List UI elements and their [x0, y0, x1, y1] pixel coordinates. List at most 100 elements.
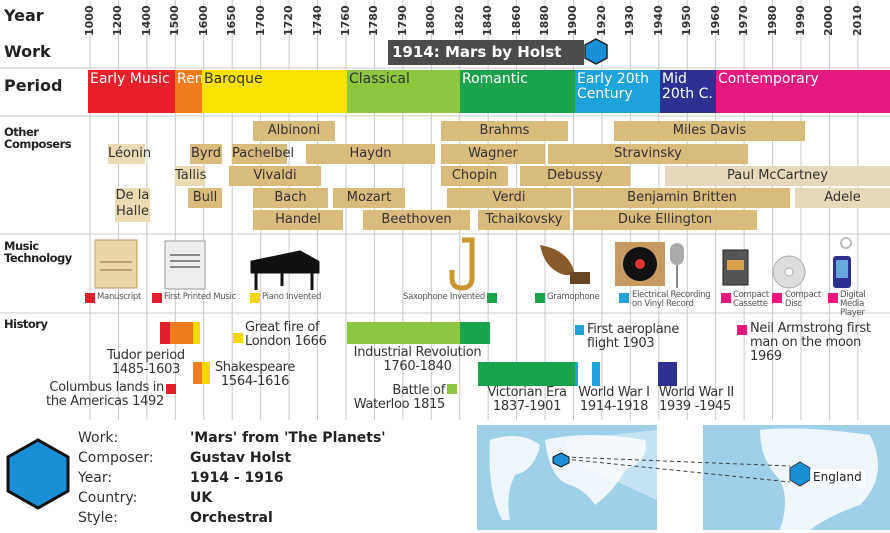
year-label: 1650	[225, 5, 239, 36]
composer: Byrd	[190, 144, 222, 164]
map-label: England	[813, 470, 862, 484]
history-event: Great fire of London 1666	[245, 320, 327, 349]
composer: Duke Ellington	[573, 210, 757, 230]
year-label: 1800	[424, 5, 438, 36]
period: Romantic	[460, 70, 575, 113]
work-hexagon	[6, 438, 70, 510]
tech-markers	[85, 293, 838, 303]
year-label: 2010	[850, 5, 864, 36]
year-label: 1950	[680, 5, 694, 36]
detail-label: Year:	[78, 470, 113, 486]
year-label: 1780	[367, 5, 381, 36]
year-label: 1740	[310, 5, 324, 36]
composer: Bull	[188, 188, 222, 208]
year-label: 1900	[566, 5, 580, 36]
year-label: 1920	[594, 5, 608, 36]
year-label: 1200	[111, 5, 125, 36]
composer: Beethoven	[363, 210, 470, 230]
composer: Verdi	[447, 188, 571, 208]
history-event: Industrial Revolution 1760-1840	[353, 345, 482, 374]
tech-label: Manuscript	[97, 292, 142, 302]
composer: Adele	[795, 188, 890, 208]
composer: Tchaikovsky	[478, 210, 570, 230]
year-label: 1840	[481, 5, 495, 36]
composer: Haydn	[306, 144, 435, 164]
year-label: 1760	[338, 5, 352, 36]
history-markers	[160, 322, 747, 394]
row-label: Other Composers	[4, 125, 72, 151]
detail-label: Composer:	[78, 450, 154, 466]
separators	[0, 67, 890, 314]
year-label: 1970	[737, 5, 751, 36]
history-event: Victorian Era 1837-1901	[487, 385, 567, 414]
year-label: 1860	[509, 5, 523, 36]
year-label: 1000	[83, 5, 96, 36]
tech-label: Digital Media Player	[840, 290, 866, 318]
detail-value: Orchestral	[190, 510, 273, 526]
year-label: 1930	[623, 5, 637, 36]
history-event: World War II 1939 -1945	[659, 385, 734, 414]
year-label: 1400	[139, 5, 153, 36]
detail-value: UK	[190, 490, 213, 506]
composer: Mozart	[333, 188, 405, 208]
composer: Stravinsky	[548, 144, 748, 164]
row-label: Work	[4, 42, 51, 61]
detail-label: Style:	[78, 510, 118, 526]
year-label: 2000	[822, 5, 836, 36]
tech-icons	[94, 237, 852, 291]
detail-label: Work:	[78, 430, 119, 446]
period: Baroque	[202, 70, 347, 113]
tech-label: Electrical Recording on Vinyl Record	[632, 290, 711, 309]
history-event: Tudor period 1485-1603	[107, 348, 185, 377]
year-label: 1980	[765, 5, 779, 36]
work-badge	[388, 38, 608, 65]
composer: Wagner	[441, 144, 545, 164]
detail-label: Country:	[78, 490, 138, 506]
period: Ren.	[175, 70, 208, 113]
composer: Benjamin Britten	[574, 188, 790, 208]
work-title: 1914: Mars by Holst	[392, 43, 562, 61]
year-label: 1600	[196, 5, 210, 36]
year-label: 1940	[651, 5, 665, 36]
tech-label: Compact Disc	[785, 290, 821, 309]
tech-label: Compact Cassette	[733, 290, 769, 309]
row-label: Period	[4, 76, 63, 95]
year-label: 1500	[168, 5, 182, 36]
year-label: 1880	[538, 5, 552, 36]
composer: Vivaldi	[229, 166, 321, 186]
composer: Pachelbel	[232, 144, 294, 164]
composer: De la Halle	[115, 188, 150, 222]
composer: Albinoni	[253, 121, 335, 141]
detail-value: Gustav Holst	[190, 450, 292, 466]
composer: Paul McCartney	[665, 166, 890, 186]
detail-value: 1914 - 1916	[190, 470, 284, 486]
tech-label: Saxophone Invented	[403, 292, 485, 302]
composer: Léonin	[108, 144, 151, 164]
period: Early Music	[88, 70, 175, 113]
composer: Brahms	[441, 121, 568, 141]
row-label: Music Technology	[4, 239, 72, 265]
period: Mid 20th C.	[660, 70, 716, 113]
row-label: History	[4, 317, 48, 331]
history-event: Battle of Waterloo 1815	[353, 383, 446, 412]
detail-value: 'Mars' from 'The Planets'	[190, 430, 386, 446]
year-label: 1700	[253, 5, 267, 36]
history-event: First aeroplane flight 1903	[587, 322, 680, 351]
maps	[477, 425, 890, 530]
tech-label: Piano Invented	[262, 292, 322, 302]
composer: Chopin	[441, 166, 508, 186]
year-label: 1960	[708, 5, 722, 36]
composer: Bach	[253, 188, 328, 208]
composer: Miles Davis	[614, 121, 805, 141]
history-event: World War I 1914-1918	[578, 385, 650, 414]
composer: Tallis	[175, 166, 206, 186]
composer: Debussy	[520, 166, 630, 186]
row-label: Year	[4, 6, 44, 25]
history-event: Neil Armstrong first man on the moon 196…	[750, 321, 871, 364]
year-label: 1790	[395, 5, 409, 36]
year-label: 1990	[794, 5, 807, 36]
period: Contemporary	[716, 70, 890, 113]
history-event: Columbus lands in the Americas 1492	[46, 380, 164, 409]
composer: Handel	[253, 210, 343, 230]
